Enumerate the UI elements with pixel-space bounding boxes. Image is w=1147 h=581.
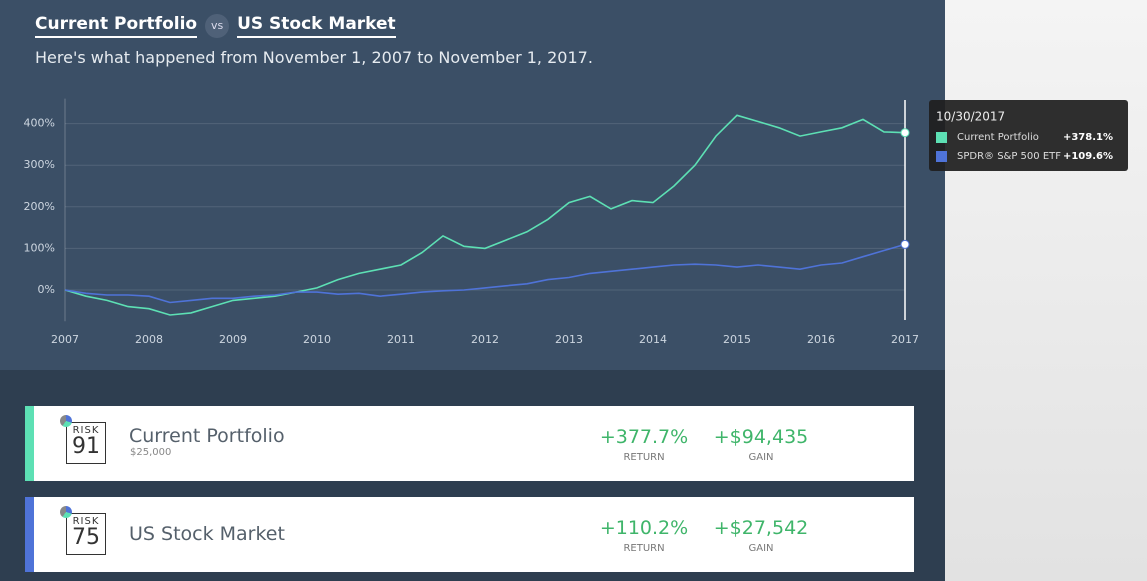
card-strip (25, 406, 34, 481)
x-tick-label: 2013 (555, 333, 583, 346)
risk-score: 75 (72, 525, 100, 550)
y-tick-label: 400% (24, 117, 55, 130)
tooltip-swatch (936, 151, 947, 162)
y-tick-label: 300% (24, 158, 55, 171)
tooltip-name: SPDR® S&P 500 ETF (957, 151, 1061, 162)
card-name: Current Portfolio (129, 425, 285, 447)
x-tick-label: 2007 (51, 333, 79, 346)
vs-badge: vs (205, 14, 230, 38)
risk-label: RISK (72, 516, 100, 527)
tooltip-date: 10/30/2017 (936, 110, 1005, 124)
card-gain-label: GAIN (748, 452, 774, 463)
card-return: +377.7% (599, 426, 689, 448)
header-left[interactable]: Current Portfolio (35, 14, 198, 38)
tooltip-value: +378.1% (1063, 132, 1113, 143)
risk-icon (60, 415, 72, 427)
series-line (64, 243, 906, 304)
card-return-label: RETURN (623, 543, 665, 554)
x-tick-label: 2011 (387, 333, 415, 346)
x-tick-label: 2017 (891, 333, 919, 346)
hover-dot (900, 239, 910, 249)
y-tick-label: 0% (38, 283, 55, 296)
x-tick-label: 2016 (807, 333, 835, 346)
card-amount: $25,000 (130, 447, 172, 458)
risk-icon (60, 506, 72, 518)
x-tick-label: 2009 (219, 333, 247, 346)
risk-badge: RISK 75 (66, 513, 106, 555)
card-gain-label: GAIN (748, 543, 774, 554)
risk-label: RISK (72, 425, 100, 436)
tooltip-box (929, 100, 1128, 171)
tooltip-value: +109.6% (1063, 151, 1113, 162)
header: Current Portfolio vs US Stock Market (35, 14, 396, 38)
tooltip-name: Current Portfolio (957, 132, 1039, 143)
card-gain: +$27,542 (713, 517, 809, 539)
subtitle: Here's what happened from November 1, 20… (35, 48, 593, 67)
y-tick-label: 100% (24, 241, 55, 254)
card-strip (25, 497, 34, 572)
card-gain: +$94,435 (713, 426, 809, 448)
risk-badge: RISK 91 (66, 422, 106, 464)
x-tick-label: 2010 (303, 333, 331, 346)
card-name: US Stock Market (129, 523, 285, 545)
x-tick-label: 2008 (135, 333, 163, 346)
risk-score: 91 (72, 434, 100, 459)
x-tick-label: 2015 (723, 333, 751, 346)
x-tick-label: 2014 (639, 333, 667, 346)
y-tick-label: 200% (24, 200, 55, 213)
card-return-label: RETURN (623, 452, 665, 463)
chart: 0% 100% 200% 300% 400% 2007 2008 2009 2010 2011 20… (24, 98, 1128, 346)
hover-dot (900, 128, 910, 138)
portfolio-card[interactable]: RISK 91 Current Portfolio $25,000 +377.7% RET… (25, 406, 914, 481)
card-return: +110.2% (599, 517, 689, 539)
chart-panel (0, 0, 945, 370)
portfolio-card[interactable]: RISK 75 US Stock Market +110.2% RETURN +$27,5… (25, 497, 914, 572)
series-line (64, 114, 906, 316)
x-tick-label: 2012 (471, 333, 499, 346)
header-right[interactable]: US Stock Market (237, 14, 396, 38)
tooltip-swatch (936, 132, 947, 143)
